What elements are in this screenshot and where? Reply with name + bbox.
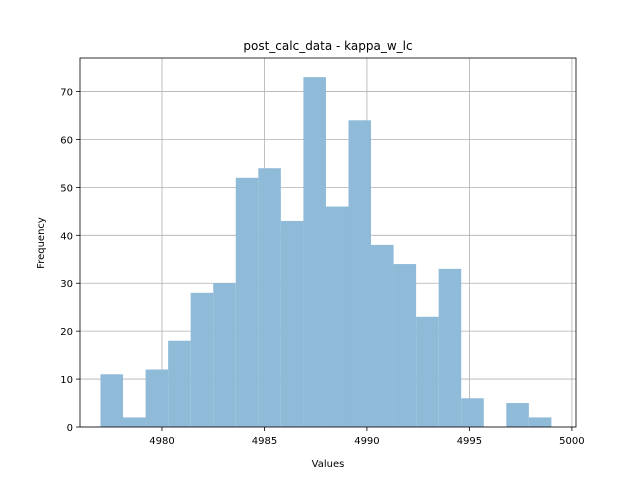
axes-layer [79,57,577,428]
ticks-layer: 4980 4985 4990 4995 5000 0 10 20 30 40 50 60 70 [60,88,584,447]
histogram-bar [348,120,372,427]
histogram-bar [371,244,394,427]
histogram-bar [213,283,236,427]
x-tick-label: 4995 [457,436,482,447]
y-tick-label: 20 [60,327,73,338]
histogram-bar [438,268,462,427]
x-tick-label: 5000 [559,436,584,447]
histogram-bar [528,417,552,427]
histogram-bar [123,417,146,427]
bars-layer [100,77,552,428]
histogram-bar [258,168,281,428]
axes-frame [79,57,577,428]
histogram-bar [303,77,326,428]
histogram-bar [393,264,417,427]
x-tick-label: 4985 [252,436,277,447]
y-tick-label: 10 [60,375,73,386]
chart-title: post_calc_data - kappa_w_lc [243,39,412,53]
histogram-bar [168,340,191,427]
histogram-bar [100,374,124,427]
y-tick-label: 40 [60,231,73,242]
y-tick-label: 0 [67,423,73,434]
y-tick-label: 70 [60,88,73,99]
y-tick-label: 30 [60,279,73,290]
histogram-bar [461,398,484,427]
histogram-bar [235,177,259,427]
histogram-bar [280,220,304,427]
y-axis-title: Frequency [36,217,47,269]
x-axis-title: Values [312,459,345,470]
histogram-bar [145,369,169,427]
histogram-bar [190,292,214,427]
y-tick-label: 50 [60,183,73,194]
histogram-bar [325,206,349,427]
histogram-bar [506,403,529,427]
y-tick-label: 60 [60,135,73,146]
histogram-bar [416,316,439,427]
x-tick-label: 4980 [149,436,174,447]
x-tick-label: 4990 [354,436,379,447]
